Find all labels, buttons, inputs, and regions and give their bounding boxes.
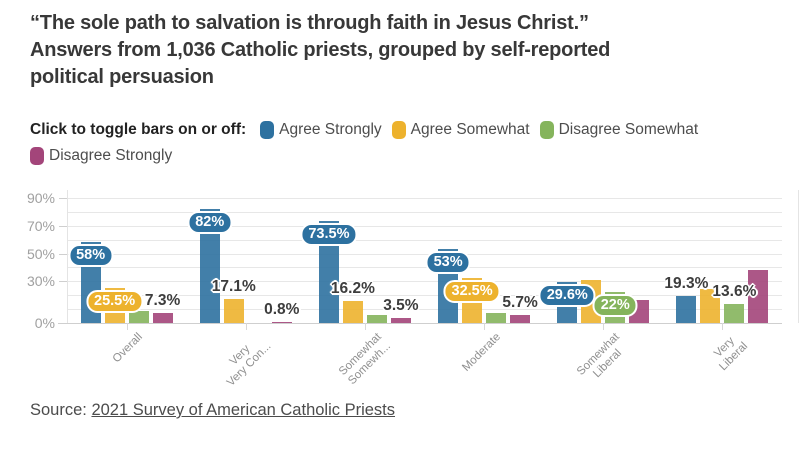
chart-title: “The sole path to salvation is through f…	[30, 10, 610, 91]
value-label: 25.5%	[86, 289, 144, 313]
gridline	[67, 211, 782, 213]
category-label: Moderate	[459, 331, 503, 374]
category-label: Somewhat Liberal	[574, 331, 624, 381]
bar-disagree-strongly-1[interactable]	[152, 312, 173, 323]
bar-disagree-strongly-3[interactable]	[390, 318, 411, 323]
y-axis-line	[67, 190, 68, 323]
value-label: 82%	[187, 211, 233, 235]
value-label: 32.5%	[443, 279, 501, 303]
gridline	[67, 267, 782, 269]
x-axis-tick	[126, 323, 128, 330]
bar-disagree-somewhat-1[interactable]	[128, 310, 149, 323]
source-link[interactable]: 2021 Survey of American Catholic Priests	[91, 401, 396, 419]
bar-disagree-somewhat-3[interactable]	[366, 314, 387, 323]
y-axis-label: 70%	[26, 217, 55, 234]
y-axis-tick	[59, 225, 67, 227]
legend-label: Disagree Somewhat	[558, 121, 699, 138]
bar-agree-strongly-6[interactable]	[676, 296, 697, 323]
value-label: 7.3%	[144, 291, 181, 309]
legend: Click to toggle bars on or off: Agree St…	[30, 119, 775, 167]
bar-disagree-strongly-2[interactable]	[271, 321, 292, 323]
value-label: 16.2%	[330, 279, 375, 297]
source-prefix: Source:	[30, 401, 92, 419]
gridline	[67, 198, 782, 199]
bar-agree-strongly-2[interactable]	[199, 209, 220, 323]
value-label: 19.3%	[664, 275, 709, 293]
legend-label: Disagree Strongly	[49, 147, 173, 164]
y-axis-label: 50%	[26, 245, 55, 262]
x-axis-line	[58, 323, 782, 324]
y-axis-tick	[59, 253, 67, 255]
bar-agree-strongly-3[interactable]	[318, 220, 339, 323]
legend-item-disagree-somewhat[interactable]: Disagree Somewhat	[539, 119, 699, 141]
category-label: Somewhat Somewh...	[336, 331, 393, 388]
value-label: 29.6%	[538, 283, 596, 307]
gridline	[67, 239, 782, 241]
bar-agree-somewhat-6[interactable]	[700, 288, 721, 323]
bar-disagree-strongly-4[interactable]	[510, 315, 531, 323]
legend-item-agree-strongly[interactable]: Agree Strongly	[260, 119, 382, 141]
y-axis-tick	[59, 281, 67, 283]
disagree-strongly-swatch-icon	[30, 147, 44, 165]
legend-item-disagree-strongly[interactable]: Disagree Strongly	[30, 145, 172, 167]
category-label: Very Liberal	[712, 335, 751, 374]
agree-strongly-swatch-icon	[260, 121, 275, 139]
category-label: Overall	[110, 331, 146, 366]
value-label: 13.6%	[712, 283, 757, 301]
value-label: 0.8%	[264, 300, 300, 318]
y-axis-tick	[59, 198, 67, 199]
x-axis-tick	[364, 323, 366, 330]
legend-instruction: Click to toggle bars on or off:	[30, 121, 247, 138]
gridline	[67, 253, 782, 255]
x-axis-tick	[484, 323, 486, 330]
value-label: 73.5%	[300, 222, 358, 246]
x-axis-tick	[603, 323, 605, 330]
disagree-somewhat-swatch-icon	[539, 121, 554, 139]
gridline	[67, 309, 782, 311]
plot-right-border	[798, 190, 799, 323]
category-label: Very Very Con...	[224, 340, 274, 389]
value-label: 5.7%	[502, 294, 538, 312]
y-axis-label: 0%	[34, 315, 55, 331]
gridline	[67, 295, 782, 297]
bar-disagree-strongly-6[interactable]	[748, 269, 769, 323]
agree-somewhat-swatch-icon	[391, 121, 406, 139]
value-label: 58%	[68, 244, 114, 268]
title-line-1: “The sole path to salvation is through f…	[30, 12, 589, 34]
x-axis-tick	[245, 323, 247, 330]
bar-disagree-somewhat-6[interactable]	[724, 304, 745, 323]
y-axis-label: 90%	[26, 190, 55, 206]
bar-agree-somewhat-2[interactable]	[223, 299, 244, 323]
legend-label: Agree Strongly	[279, 121, 382, 138]
gridline	[67, 281, 782, 283]
value-label: 17.1%	[211, 278, 256, 296]
value-label: 53%	[425, 251, 471, 275]
x-axis-tick	[722, 323, 724, 330]
source-line: Source: 2021 Survey of American Catholic…	[30, 401, 395, 420]
value-label: 22%	[592, 294, 638, 318]
value-label: 3.5%	[383, 297, 419, 315]
y-axis-label: 30%	[26, 273, 55, 290]
title-line-2: Answers from 1,036 Catholic priests, gro…	[30, 39, 611, 61]
bar-agree-somewhat-3[interactable]	[342, 300, 363, 323]
legend-label: Agree Somewhat	[410, 121, 530, 138]
bar-disagree-somewhat-4[interactable]	[486, 312, 507, 323]
gridline	[67, 225, 782, 227]
legend-item-agree-somewhat[interactable]: Agree Somewhat	[391, 119, 530, 141]
y-axis-tick	[59, 323, 67, 324]
title-line-3: political persuasion	[30, 66, 214, 88]
